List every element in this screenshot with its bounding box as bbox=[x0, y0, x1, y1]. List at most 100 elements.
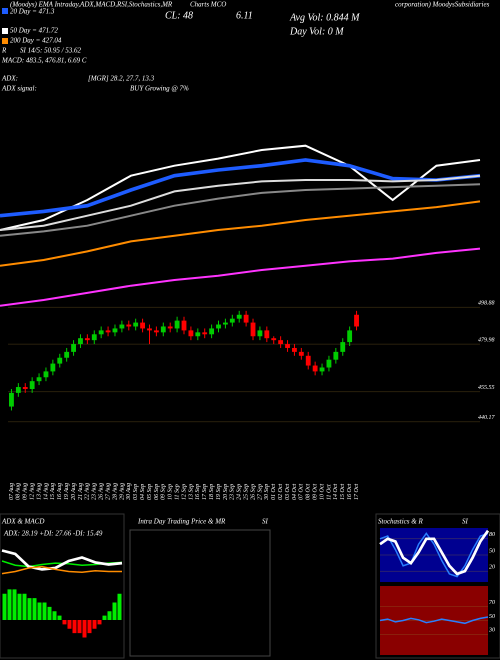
series-line bbox=[379, 529, 490, 576]
bar bbox=[37, 602, 42, 620]
bar bbox=[82, 620, 87, 638]
x-tick-label: 20 Aug bbox=[71, 483, 77, 500]
candle-body bbox=[347, 330, 353, 343]
bar bbox=[57, 615, 62, 620]
day-vol: Day Vol: 0 M bbox=[289, 26, 344, 37]
candle-body bbox=[57, 357, 63, 364]
candle-body bbox=[285, 344, 290, 348]
candle-body bbox=[202, 332, 208, 335]
candle-body bbox=[250, 322, 256, 337]
x-tick-label: 24 Sep bbox=[236, 484, 243, 500]
panel-title: SI bbox=[262, 518, 269, 526]
candle-body bbox=[29, 381, 35, 389]
candle-body bbox=[126, 324, 132, 327]
x-tick-label: 02 Oct bbox=[278, 484, 284, 500]
candle-body bbox=[15, 387, 21, 393]
x-tick-label: 12 Aug bbox=[30, 483, 36, 500]
x-tick-label: 01 Oct bbox=[271, 484, 277, 500]
bar bbox=[47, 606, 52, 620]
candle-body bbox=[278, 340, 284, 345]
bar bbox=[87, 620, 92, 634]
series-line bbox=[0, 183, 481, 237]
bar bbox=[27, 598, 32, 620]
bar bbox=[32, 598, 37, 620]
y-tick-label: 30 bbox=[488, 628, 495, 634]
bar bbox=[67, 620, 72, 629]
candle-body bbox=[9, 392, 14, 407]
x-tick-label: 26 Sep bbox=[250, 484, 256, 500]
legend-swatch bbox=[2, 28, 8, 34]
candle-body bbox=[354, 314, 359, 327]
candle-body bbox=[84, 338, 90, 341]
candle-body bbox=[236, 314, 242, 319]
x-tick-label: 20 Sep bbox=[223, 484, 229, 500]
legend-swatch bbox=[2, 8, 8, 14]
x-tick-label: 12 Sep bbox=[181, 484, 187, 500]
candle-body bbox=[119, 324, 125, 329]
x-tick-label: 16 Aug bbox=[57, 483, 63, 500]
candle-body bbox=[64, 351, 70, 358]
candle-body bbox=[209, 328, 215, 335]
x-tick-label: 13 Aug bbox=[36, 483, 42, 500]
candle-body bbox=[160, 326, 166, 333]
y-tick-label: 20 bbox=[489, 565, 495, 571]
candle-body bbox=[340, 342, 346, 352]
x-tick-label: 13 Sep bbox=[188, 484, 194, 500]
x-tick-label: 17 Oct bbox=[354, 484, 360, 500]
candle-body bbox=[333, 351, 339, 360]
x-tick-label: 27 Sep bbox=[257, 484, 263, 500]
ma20: 20 Day = 471.3 bbox=[10, 8, 55, 16]
x-tick-label: 23 Aug bbox=[92, 483, 98, 500]
panel-title: ADX & MACD bbox=[1, 518, 44, 526]
candle-body bbox=[257, 330, 263, 337]
x-tick-label: 30 Sep bbox=[264, 484, 270, 501]
candle-body bbox=[36, 377, 42, 382]
adx-signal: BUY Growing @ 7% bbox=[130, 85, 189, 93]
candle-body bbox=[105, 330, 111, 333]
y-tick-label: 455.55 bbox=[478, 384, 495, 391]
series-line bbox=[0, 247, 481, 307]
candle-body bbox=[243, 314, 249, 323]
panel-frame bbox=[375, 513, 500, 659]
candle-body bbox=[195, 332, 201, 337]
y-tick-label: 80 bbox=[489, 532, 495, 538]
x-tick-label: 26 Aug bbox=[99, 483, 105, 500]
x-tick-label: 23 Sep bbox=[230, 484, 236, 500]
candle-body bbox=[222, 322, 228, 325]
bar bbox=[72, 620, 77, 634]
x-tick-label: 09 Oct bbox=[313, 484, 319, 500]
series-line bbox=[1, 565, 122, 575]
bar bbox=[77, 620, 82, 634]
bar bbox=[12, 589, 17, 620]
candle-body bbox=[133, 322, 139, 327]
x-tick-label: 30 Aug bbox=[126, 483, 132, 501]
panel-frame bbox=[0, 513, 125, 659]
x-tick-label: 04 Oct bbox=[291, 484, 298, 500]
x-tick-label: 25 Sep bbox=[243, 484, 249, 500]
candle-body bbox=[71, 344, 76, 352]
panel-title: Intra Day Trading Price & MR bbox=[137, 518, 226, 526]
x-tick-label: 11 Oct bbox=[326, 484, 332, 500]
candle-body bbox=[167, 326, 173, 329]
series-line bbox=[0, 144, 481, 231]
x-tick-label: 27 Aug bbox=[105, 483, 111, 500]
candle-body bbox=[229, 318, 235, 323]
series-line bbox=[0, 158, 481, 218]
candle-body bbox=[312, 365, 318, 372]
series-line bbox=[379, 616, 489, 625]
x-tick-label: 28 Aug bbox=[112, 483, 118, 500]
intraday-box bbox=[129, 529, 271, 657]
x-tick-label: 22 Aug bbox=[85, 483, 91, 500]
rsi-text: SI 14/5: 50.95 / 53.62 bbox=[20, 47, 82, 55]
bar bbox=[97, 620, 102, 625]
panel-values: ADX: 28.19 +DI: 27.66 -DI: 15.49 bbox=[3, 530, 103, 538]
x-tick-label: 08 Aug bbox=[16, 483, 22, 500]
x-tick-label: 16 Oct bbox=[347, 484, 353, 500]
bar bbox=[92, 620, 97, 629]
bar bbox=[42, 602, 47, 620]
bar bbox=[112, 602, 117, 620]
candle-body bbox=[147, 328, 152, 331]
charts-label: Charts MCO bbox=[190, 1, 226, 9]
y-tick-label: 70 bbox=[489, 600, 495, 606]
candle-body bbox=[298, 351, 304, 356]
